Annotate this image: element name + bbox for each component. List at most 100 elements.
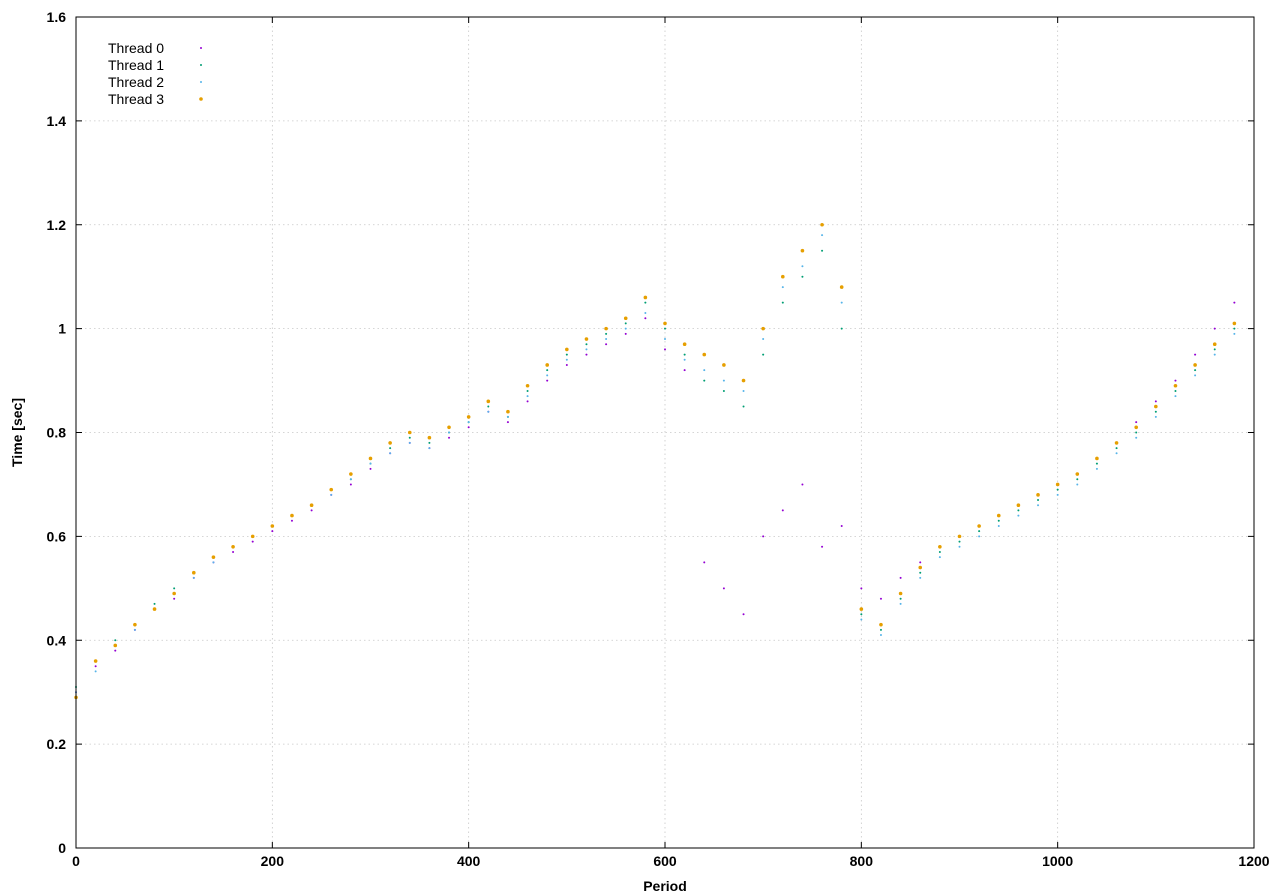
x-tick-label: 0 [72,853,80,869]
data-point [1232,321,1237,326]
data-point [526,400,529,403]
y-tick-label: 1 [58,321,66,337]
data-point [1194,374,1197,377]
legend-marker [200,64,202,66]
data-point [919,561,922,564]
data-point [113,643,118,648]
data-point [330,493,333,496]
data-point [644,301,647,304]
data-point [585,353,588,356]
data-point [310,509,313,512]
data-point [1115,447,1118,450]
y-tick-label: 0.4 [47,632,67,648]
data-point [152,607,157,611]
data-point [231,544,235,549]
data-point [1135,431,1138,434]
data-point [448,436,451,439]
data-point [584,337,589,341]
data-point [898,591,903,596]
data-point [368,456,373,461]
data-point [467,426,470,429]
data-point [1115,452,1118,455]
data-point [153,602,156,605]
data-point [1233,327,1236,330]
series-0-points [75,301,1236,694]
data-point [800,248,805,253]
data-point [624,332,627,335]
data-point [1194,369,1197,372]
data-point [762,535,765,538]
data-point [1173,383,1178,388]
data-point [172,591,176,596]
data-point [1076,478,1079,481]
data-point [801,483,804,486]
data-point [1095,467,1098,470]
data-point [1076,483,1079,486]
x-tick-label: 800 [850,853,874,869]
legend-item: Thread 2 [108,74,202,90]
data-point [644,317,647,320]
data-point [702,352,707,357]
data-point [604,326,608,331]
data-point [801,265,804,268]
data-point [682,342,687,347]
data-point [761,326,765,331]
data-point [506,409,510,414]
data-point [860,618,863,621]
data-point [1233,301,1236,304]
data-point [781,286,784,289]
data-point [840,524,843,527]
data-point [605,332,608,335]
data-point [996,513,1001,518]
data-point [448,431,451,434]
data-point [1194,353,1197,356]
data-point [664,348,666,351]
legend-item: Thread 1 [108,57,202,73]
data-point [388,441,392,445]
data-point [546,379,549,382]
legend-marker [200,81,202,83]
data-point [859,607,864,611]
legend-label: Thread 2 [108,74,164,90]
data-point [1154,404,1158,409]
data-point [546,369,549,372]
data-point [1174,389,1177,392]
x-tick-label: 200 [261,853,285,869]
data-point [840,327,843,330]
data-point [605,338,608,341]
data-point [133,628,136,631]
data-point [565,358,568,361]
data-point [173,587,176,590]
data-point [663,321,667,326]
data-point [623,316,628,321]
data-point [1017,509,1020,512]
data-point [290,513,294,518]
data-point [821,234,824,237]
data-point [487,405,490,408]
data-point [585,343,588,346]
data-point [919,571,922,574]
data-point [585,348,588,351]
data-point [466,415,471,419]
data-point [526,395,529,398]
data-point [624,327,627,330]
data-point [545,363,549,367]
data-point [1056,493,1059,496]
data-point [526,389,529,392]
series-2-points [75,234,1236,694]
y-tick-label: 0.8 [47,425,67,441]
data-point [565,363,568,366]
data-point [506,421,509,424]
data-point [329,487,334,492]
data-point [742,405,745,408]
data-point [742,389,745,392]
data-point [93,659,98,663]
data-point [427,435,432,440]
data-point [899,602,902,605]
data-point [407,430,412,435]
data-point [1135,421,1138,424]
data-point [899,576,902,579]
y-tick-label: 0 [58,840,66,856]
data-point [664,338,666,341]
